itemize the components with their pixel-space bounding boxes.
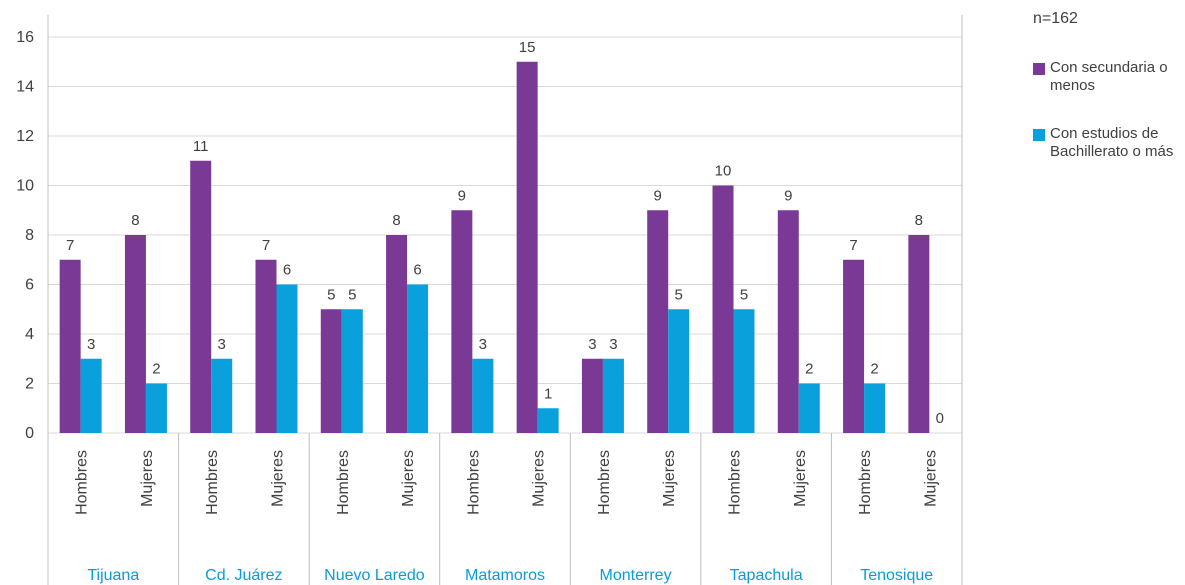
bar <box>733 309 755 433</box>
x-tick-label: Mujeres <box>139 450 156 507</box>
bar <box>190 160 212 433</box>
data-label: 2 <box>805 361 813 378</box>
data-label: 8 <box>915 212 923 229</box>
y-tick-label: 4 <box>25 326 34 343</box>
data-label: 3 <box>218 336 226 353</box>
y-tick-label: 6 <box>25 277 34 294</box>
bar <box>386 235 408 433</box>
data-label: 7 <box>262 237 270 254</box>
x-tick-label: Hombres <box>857 450 874 515</box>
bar <box>124 235 146 433</box>
bar <box>451 210 473 433</box>
bar <box>798 383 820 433</box>
data-label: 9 <box>654 187 662 204</box>
y-tick-label: 12 <box>16 128 34 145</box>
annotation: n=162 <box>1033 10 1078 27</box>
bar <box>864 383 886 433</box>
y-tick-label: 0 <box>25 425 34 442</box>
bar <box>276 284 298 433</box>
x-tick-label: Hombres <box>465 450 482 515</box>
bar <box>908 235 930 433</box>
data-label: 3 <box>479 336 487 353</box>
data-label: 3 <box>87 336 95 353</box>
x-tick-label: Mujeres <box>661 450 678 507</box>
x-tick-label: Hombres <box>335 450 352 515</box>
bar <box>647 210 669 433</box>
bar <box>341 309 363 433</box>
data-label: 15 <box>519 39 536 56</box>
x-tick-label: Hombres <box>74 450 91 515</box>
data-label: 9 <box>784 187 792 204</box>
data-label: 5 <box>327 286 335 303</box>
data-label: 3 <box>609 336 617 353</box>
x-tick-label: Hombres <box>727 450 744 515</box>
y-tick-label: 8 <box>25 227 34 244</box>
data-label: 8 <box>392 212 400 229</box>
data-label: 7 <box>66 237 74 254</box>
legend-label: Con secundaria o menos <box>1050 59 1168 94</box>
data-label: 6 <box>283 262 291 279</box>
legend-swatch <box>1033 63 1045 75</box>
bar <box>472 358 494 433</box>
group-label: Cd. Juárez <box>205 567 282 584</box>
data-label: 3 <box>588 336 596 353</box>
data-label: 5 <box>348 286 356 303</box>
bar <box>602 358 624 433</box>
group-label: Tijuana <box>87 567 139 584</box>
bar <box>843 259 865 433</box>
bar <box>581 358 603 433</box>
data-label: 8 <box>131 212 139 229</box>
data-label: 6 <box>413 262 421 279</box>
data-label: 0 <box>936 410 944 427</box>
y-tick-label: 2 <box>25 376 34 393</box>
x-tick-label: Hombres <box>204 450 221 515</box>
group-label: Nuevo Laredo <box>324 567 425 584</box>
y-tick-label: 14 <box>16 79 34 96</box>
x-tick-label: Mujeres <box>270 450 287 507</box>
bar <box>668 309 690 433</box>
group-label: Matamoros <box>465 567 545 584</box>
y-tick-label: 16 <box>16 29 34 46</box>
bar <box>80 358 102 433</box>
bar <box>777 210 799 433</box>
legend-label: Con estudios de Bachillerato o más <box>1050 125 1174 160</box>
bar <box>145 383 167 433</box>
bar <box>712 185 734 433</box>
bar <box>211 358 233 433</box>
group-label: Tapachula <box>730 567 803 584</box>
bar <box>255 259 277 433</box>
data-label: 5 <box>675 286 683 303</box>
group-label: Monterrey <box>600 567 672 584</box>
x-tick-label: Hombres <box>596 450 613 515</box>
bar <box>537 408 559 433</box>
bar <box>407 284 429 433</box>
bar <box>516 61 538 433</box>
bar <box>320 309 342 433</box>
data-label: 10 <box>715 163 732 180</box>
group-label: Tenosique <box>860 567 933 584</box>
data-label: 1 <box>544 385 552 402</box>
data-label: 2 <box>152 361 160 378</box>
x-tick-label: Mujeres <box>531 450 548 507</box>
data-label: 2 <box>870 361 878 378</box>
x-tick-label: Mujeres <box>400 450 417 507</box>
data-label: 9 <box>458 187 466 204</box>
y-tick-label: 10 <box>16 178 34 195</box>
data-label: 7 <box>849 237 857 254</box>
data-label: 5 <box>740 286 748 303</box>
bar <box>59 259 81 433</box>
legend-swatch <box>1033 129 1045 141</box>
data-label: 11 <box>193 138 209 155</box>
x-tick-label: Mujeres <box>792 450 809 507</box>
x-tick-label: Mujeres <box>922 450 939 507</box>
